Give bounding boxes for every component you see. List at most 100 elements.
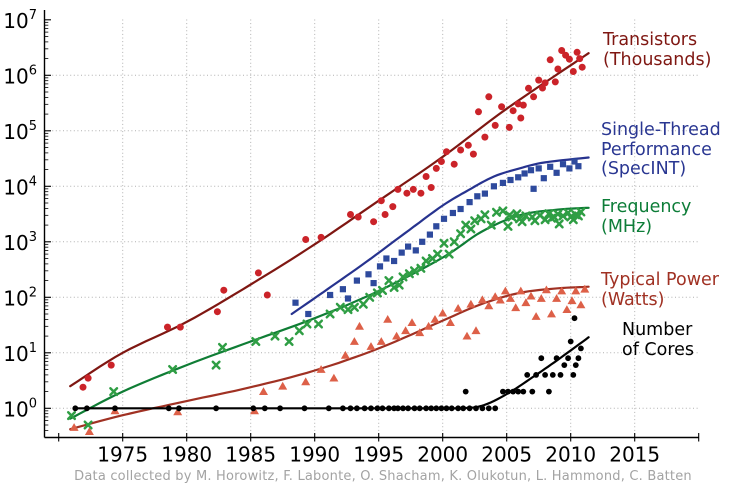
frequency-point [558,211,568,221]
single_thread-point [466,199,473,206]
series-single_thread-points [292,158,582,318]
transistors-point [394,185,402,193]
cores-point [361,405,368,412]
cores-point [567,338,574,345]
cores-point [347,405,354,412]
cores-point [529,388,536,395]
transistors-point [409,185,417,193]
power-point [301,377,311,386]
power-point [552,294,562,302]
frequency-point [302,319,312,329]
power-point [349,337,359,345]
x-tick-label-1975: 1975 [97,443,148,467]
legend-transistors-line: (Thousands) [603,49,712,70]
legend-single_thread-line: (SpecINT) [601,159,687,179]
transistors-point [578,63,586,71]
cores-point [455,405,461,412]
transistors-point [535,76,543,84]
frequency-point [466,224,476,234]
x-tick-label-1990: 1990 [289,443,340,467]
y-tick-label-1e3: 103 [3,230,37,255]
x-tick-label-1995: 1995 [353,443,404,467]
single_thread-point [530,185,537,192]
power-point [490,292,500,300]
frequency-point [66,411,77,421]
legend-transistors-line: Transistors [603,30,698,50]
single_thread-point [575,163,582,170]
transistors-point [422,173,430,180]
frequency-point [358,299,368,309]
frequency-point [486,220,496,230]
series-transistors-points [79,47,586,391]
single_thread-point [370,280,377,287]
frequency-point [251,336,261,347]
legend-frequency-line: Frequency [601,197,692,217]
y-tick-exponent: 5 [29,119,37,134]
transistors-point [525,84,532,92]
cores-point [570,372,577,378]
transistors-point [347,211,354,218]
single_thread-point [419,238,426,245]
transistors-point [554,65,562,73]
power-point [541,285,551,294]
transistors-point [84,374,92,382]
power-point [401,326,411,335]
cores-point [520,388,527,395]
cores-point [374,405,381,412]
frequency-point [284,336,294,347]
transistors-point [519,101,527,109]
frequency-point [444,249,454,259]
single_thread-point [398,249,405,256]
transistors-point [317,233,325,241]
y-tick-exponent: 7 [29,8,37,23]
cores-point [510,388,516,395]
cores-point [165,405,172,412]
power-point [495,295,505,304]
power-point [445,318,455,326]
cores-point [500,388,506,395]
single_thread-point [474,193,481,200]
cores-point [72,405,79,412]
single_thread-point [521,170,528,177]
power-point [484,301,494,310]
transistors-point [354,213,362,221]
legend-cores: Number of Cores [622,320,694,360]
power-point [407,318,417,326]
power-point [453,304,463,312]
cores-point [84,405,90,412]
power-point [259,387,268,395]
cores-point [386,405,392,412]
cores-point [561,362,568,368]
transistors-point [530,93,538,101]
transistors-point [541,79,549,87]
transistors-point [464,141,472,149]
series-frequency-points [66,206,586,430]
frequency-point [394,280,404,290]
series-single_thread-trend [290,156,590,316]
single_thread-point [457,205,464,213]
power-point [415,328,425,337]
frequency-point [512,209,522,219]
y-tick-label-1e4: 104 [3,174,37,199]
transistors-point [427,184,435,191]
frequency-point [416,263,426,273]
cores-point [533,372,539,378]
single_thread-point [365,271,372,278]
transistors-point [481,133,489,141]
cores-point [354,405,360,412]
cores-point [250,405,257,412]
frequency-point [449,237,459,247]
transistors-point [302,236,310,243]
frequency-point [335,302,345,312]
legend-power: Typical Power (Watts) [601,270,719,310]
single_thread-point [449,209,456,217]
transistors-point [79,383,87,391]
cores-point [571,315,578,322]
cores-point [395,405,401,412]
power-point [340,350,350,359]
cores-point [546,388,552,395]
cores-point [176,405,182,412]
single_thread-point [507,176,514,184]
power-point [430,315,440,323]
power-point [562,305,572,313]
